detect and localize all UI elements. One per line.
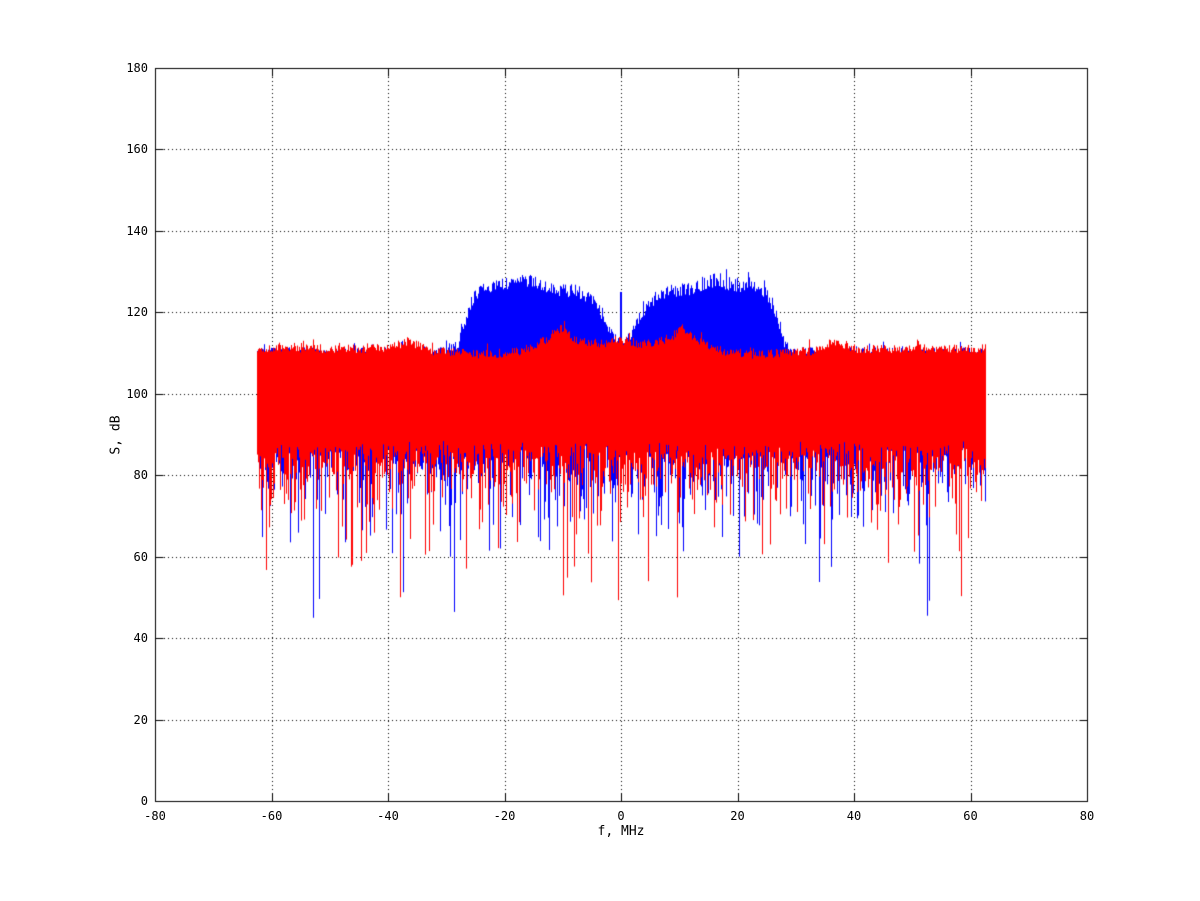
- y-tick-label-160: 160: [126, 142, 148, 157]
- x-tick-label--80: -80: [144, 809, 166, 823]
- y-tick-label-80: 80: [133, 468, 148, 483]
- x-tick-label-80: 80: [1079, 809, 1095, 823]
- y-tick-label-180: 180: [126, 61, 148, 75]
- x-tick-label-0: 0: [617, 809, 625, 823]
- x-axis-label: f, MHz: [597, 824, 645, 839]
- y-axis-label: S, dB: [108, 414, 124, 455]
- y-tick-label-60: 60: [133, 549, 148, 564]
- x-tick-label--40: -40: [377, 809, 399, 823]
- x-tick-label-60: 60: [963, 809, 978, 823]
- x-tick-label-20: 20: [730, 809, 745, 823]
- x-tick-label-40: 40: [846, 809, 862, 823]
- y-tick-label-120: 120: [126, 305, 148, 320]
- y-tick-label-140: 140: [126, 223, 148, 238]
- y-tick-label-0: 0: [140, 794, 148, 808]
- y-tick-label-100: 100: [126, 386, 148, 401]
- x-tick-label--20: -20: [493, 809, 516, 823]
- y-tick-label-20: 20: [133, 712, 148, 727]
- y-tick-label-40: 40: [133, 631, 148, 646]
- x-tick-label--60: -60: [260, 809, 283, 823]
